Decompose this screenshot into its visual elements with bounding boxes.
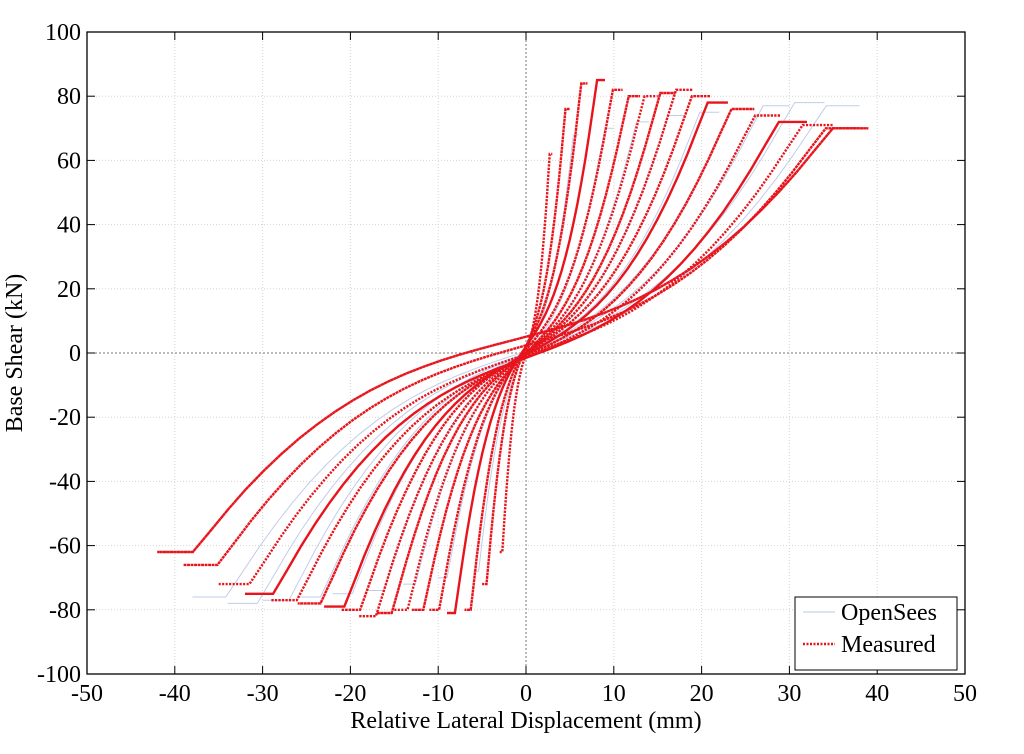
y-axis-label: Base Shear (kN) — [2, 274, 28, 433]
measured-loop — [411, 95, 641, 611]
y-tick-label: 40 — [57, 213, 81, 239]
y-tick-label: -20 — [49, 405, 81, 431]
measured-loop — [297, 107, 755, 605]
y-tick-label: 60 — [57, 148, 81, 174]
measured-loop — [464, 82, 588, 611]
measured-loop — [482, 107, 570, 586]
series-measured — [157, 78, 869, 618]
y-tick-label: -100 — [37, 662, 81, 688]
axis-ticks: -50 -40 -30 -20 -10 0 10 20 30 40 50-100-80-60-40-… — [37, 20, 977, 707]
opensees-loop — [297, 108, 755, 598]
measured-loop — [157, 127, 869, 554]
y-tick-label: -80 — [49, 598, 81, 624]
legend: OpenSees Measured — [794, 596, 958, 671]
y-tick-label: 0 — [69, 341, 81, 367]
x-axis-label: Relative Lateral Displacement (mm) — [350, 708, 701, 734]
opensees-loop — [192, 105, 860, 598]
x-tick-label: -40 — [159, 681, 191, 707]
legend-box — [794, 596, 958, 671]
measured-loop — [447, 78, 605, 615]
x-tick-label: -50 — [71, 681, 103, 707]
plot-area — [157, 78, 869, 618]
x-tick-label: 50 — [953, 681, 977, 707]
y-tick-label: 80 — [57, 84, 81, 110]
measured-loop — [271, 114, 781, 602]
opensees-loop — [227, 102, 825, 604]
opensees-loop — [473, 134, 579, 572]
x-tick-label: -30 — [247, 681, 279, 707]
x-tick-label: 40 — [865, 681, 889, 707]
opensees-loop — [368, 115, 684, 591]
measured-loop — [376, 91, 676, 615]
x-tick-label: -10 — [422, 681, 454, 707]
y-tick-label: 100 — [45, 20, 81, 46]
x-tick-label: 30 — [777, 681, 801, 707]
y-tick-label: -60 — [49, 534, 81, 560]
measured-loop — [499, 152, 553, 554]
y-tick-label: -40 — [49, 469, 81, 495]
legend-label-measured: Measured — [841, 632, 936, 658]
measured-loop — [245, 120, 807, 595]
measured-loop — [324, 101, 728, 608]
x-tick-label: 20 — [690, 681, 714, 707]
x-tick-label: 10 — [602, 681, 626, 707]
opensees-loop — [438, 127, 614, 579]
measured-loop — [183, 127, 860, 567]
y-tick-label: 20 — [57, 277, 81, 303]
measured-loop — [359, 88, 693, 618]
x-tick-label: -20 — [334, 681, 366, 707]
legend-label-opensees: OpenSees — [841, 600, 937, 626]
x-tick-label: 0 — [520, 681, 532, 707]
